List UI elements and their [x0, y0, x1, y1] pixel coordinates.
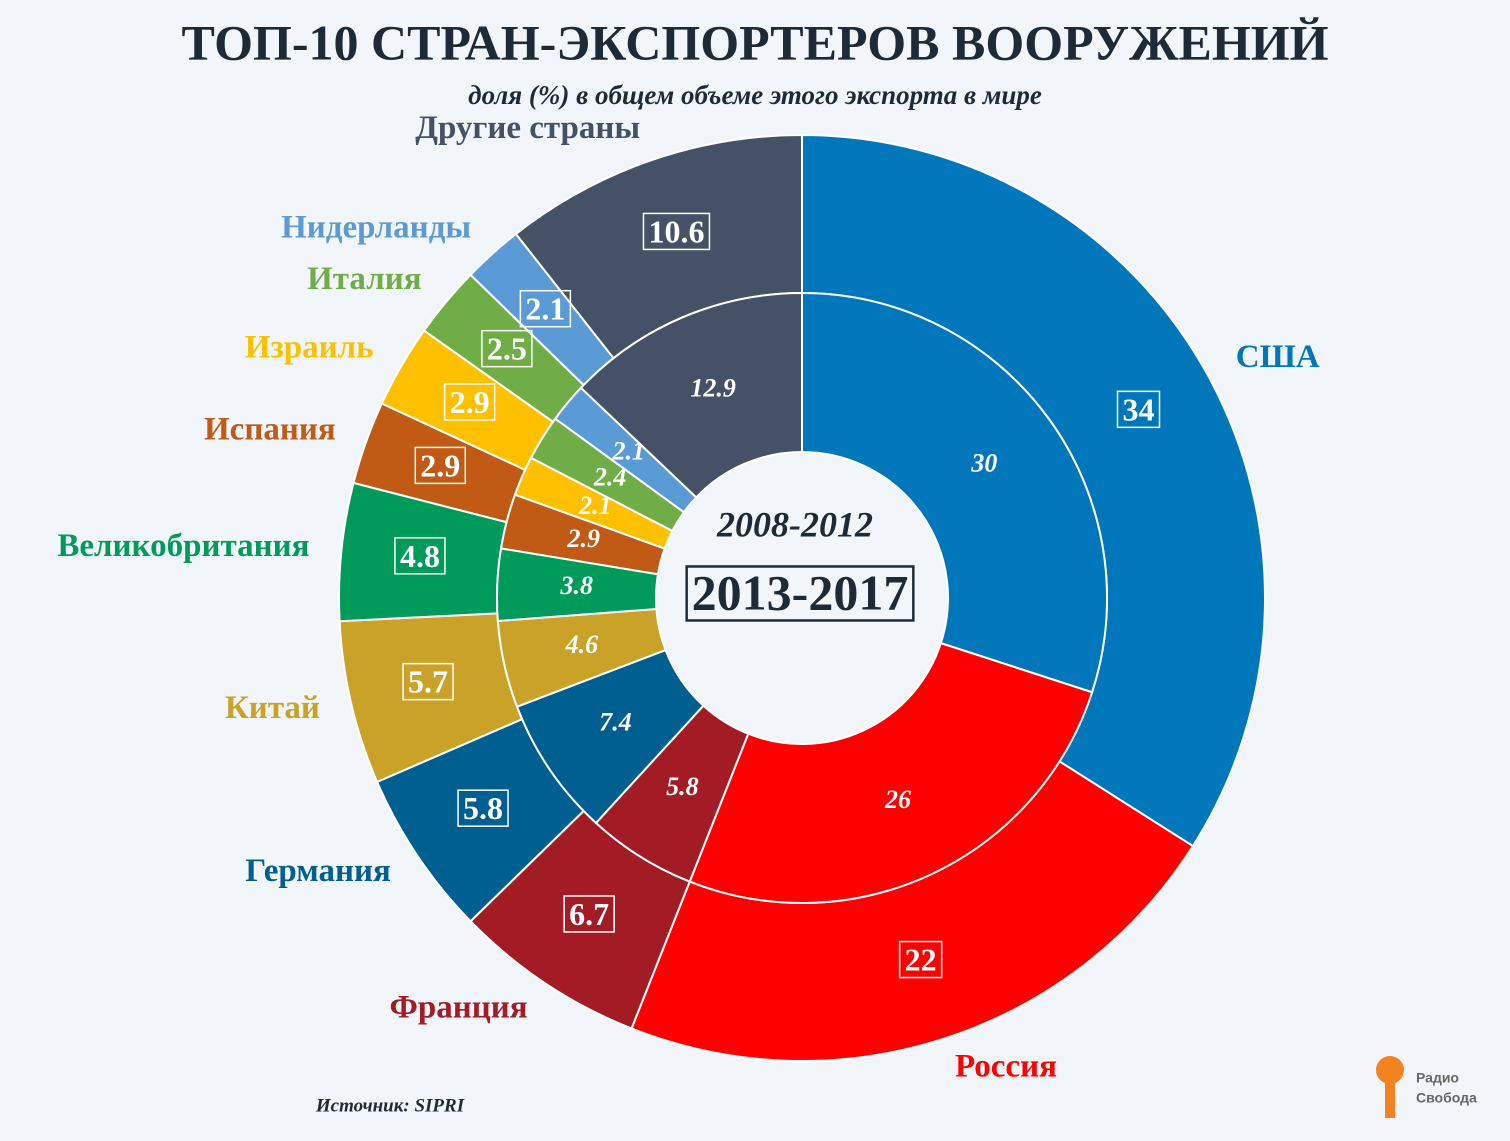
donut-slice [688, 641, 1094, 904]
source: Источник: SIPRI [315, 1095, 465, 1116]
center-label-box [685, 565, 915, 622]
value-label: 7.4 [599, 708, 632, 737]
value-label: 4.6 [565, 630, 599, 659]
value-label: 2.9 [450, 384, 490, 420]
chart-subtitle: доля (%) в общем объеме этого экспорта в… [468, 80, 1042, 110]
center-label: 2008-2012 [716, 504, 873, 544]
center-label: 2013-2017 [692, 564, 909, 620]
value-label: 2.9 [567, 524, 601, 553]
category-label: Китай [225, 690, 320, 726]
value-label: 10.6 [648, 213, 704, 249]
value-label-box [563, 895, 615, 933]
category-label: США [1236, 339, 1320, 375]
category-label: Германия [245, 853, 391, 889]
value-label: 34 [1123, 391, 1155, 427]
value-label-box [1116, 390, 1161, 429]
category-label: Франция [390, 990, 528, 1026]
value-label-box [414, 446, 467, 485]
value-label-box [519, 289, 572, 328]
value-label-box [457, 789, 509, 827]
chart-title: ТОП-10 СТРАН-ЭКСПОРТЕРОВ ВООРУЖЕНИЙ [181, 14, 1328, 70]
value-label: 22 [905, 942, 937, 978]
value-label: 30 [970, 448, 997, 477]
value-label: 5.8 [666, 772, 699, 801]
category-label: Испания [204, 411, 336, 447]
value-label: 3.8 [559, 571, 593, 600]
value-label: 4.8 [400, 538, 440, 574]
value-label-box [642, 212, 711, 251]
category-label: Израиль [245, 330, 374, 366]
value-label: 2.9 [420, 447, 460, 483]
value-label: 26 [884, 785, 911, 814]
logo-text: Свобода [1416, 1090, 1477, 1106]
logo-flame [1376, 1056, 1404, 1084]
value-label-box [402, 662, 454, 701]
value-label-box [443, 383, 496, 421]
value-label-box [481, 329, 533, 368]
category-label: Россия [955, 1048, 1057, 1084]
category-label: Другие страны [415, 110, 640, 146]
value-label: 2.1 [525, 291, 565, 327]
logo-text: Радио [1416, 1070, 1459, 1086]
donut-slice [579, 291, 803, 499]
value-label: 6.7 [569, 896, 609, 932]
value-label: 2.5 [487, 331, 527, 367]
value-label: 5.8 [463, 790, 503, 826]
logo-torch [1385, 1080, 1395, 1118]
value-label: 5.7 [408, 664, 448, 700]
value-label-box [394, 537, 446, 575]
donut-slice [801, 291, 1108, 694]
value-label-box [898, 940, 943, 979]
logo-icon [1376, 1056, 1404, 1118]
value-label: 12.9 [690, 374, 736, 403]
category-label: Италия [307, 261, 421, 297]
category-label: Великобритания [57, 528, 309, 564]
category-label: Нидерланды [281, 209, 471, 245]
